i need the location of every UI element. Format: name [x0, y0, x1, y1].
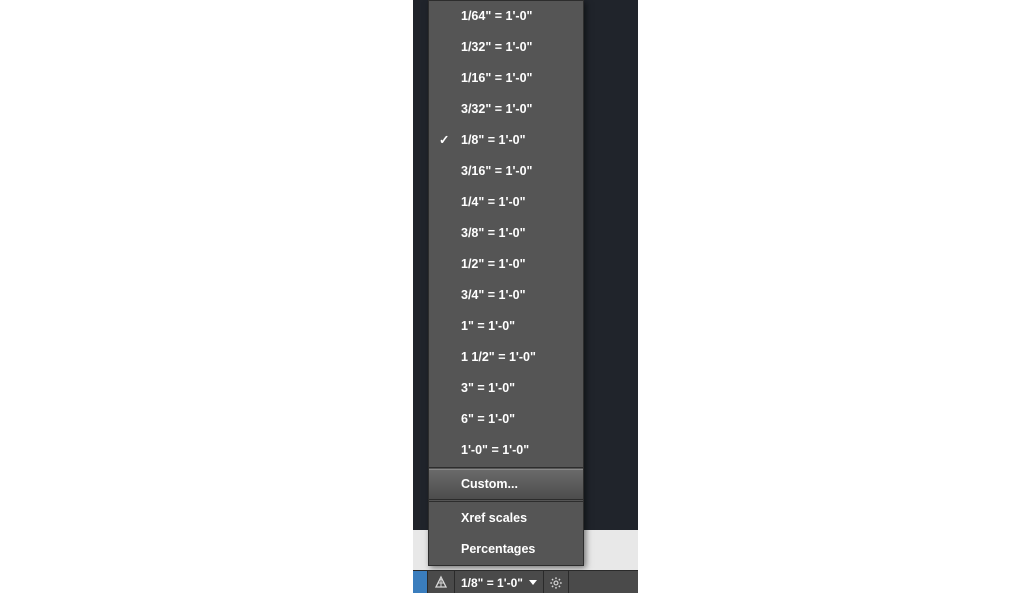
- scale-option-label: 1/2" = 1'-0": [461, 257, 526, 271]
- scale-option[interactable]: 1/32" = 1'-0": [429, 32, 583, 63]
- scale-option-label: 1/8" = 1'-0": [461, 133, 526, 147]
- annotation-scale-dropdown[interactable]: 1/8" = 1'-0": [455, 571, 544, 593]
- gear-icon: [549, 576, 563, 590]
- scale-option[interactable]: 1'-0" = 1'-0": [429, 435, 583, 466]
- annotation-scale-icon: [433, 575, 449, 591]
- scale-option[interactable]: 3/32" = 1'-0": [429, 94, 583, 125]
- current-scale-label: 1/8" = 1'-0": [461, 576, 523, 590]
- menu-separator: [429, 501, 583, 502]
- scale-option-label: 1/16" = 1'-0": [461, 71, 532, 85]
- scale-option-label: 1/4" = 1'-0": [461, 195, 526, 209]
- scale-xref-option[interactable]: Xref scales: [429, 503, 583, 534]
- scale-option[interactable]: 3" = 1'-0": [429, 373, 583, 404]
- scale-option-label: 6" = 1'-0": [461, 412, 515, 426]
- chevron-down-icon: [529, 580, 537, 585]
- scale-option[interactable]: 3/8" = 1'-0": [429, 218, 583, 249]
- scale-option-label: 1 1/2" = 1'-0": [461, 350, 536, 364]
- scale-option-label: 3" = 1'-0": [461, 381, 515, 395]
- scale-percentages-label: Percentages: [461, 542, 535, 556]
- annotation-scale-icon-button[interactable]: [428, 571, 455, 593]
- scale-option-label: 3/16" = 1'-0": [461, 164, 532, 178]
- scale-custom-label: Custom...: [461, 477, 518, 491]
- scale-option-label: 3/4" = 1'-0": [461, 288, 526, 302]
- scale-option-label: 3/32" = 1'-0": [461, 102, 532, 116]
- scale-option[interactable]: 1/2" = 1'-0": [429, 249, 583, 280]
- scale-custom-option[interactable]: Custom...: [429, 469, 583, 500]
- customization-button[interactable]: [544, 571, 569, 593]
- scale-option[interactable]: ✓ 1/8" = 1'-0": [429, 125, 583, 156]
- scale-option[interactable]: 1/4" = 1'-0": [429, 187, 583, 218]
- scale-option[interactable]: 1/16" = 1'-0": [429, 63, 583, 94]
- scale-option[interactable]: 6" = 1'-0": [429, 404, 583, 435]
- scale-option-label: 1'-0" = 1'-0": [461, 443, 529, 457]
- scale-xref-label: Xref scales: [461, 511, 527, 525]
- scale-option[interactable]: 1 1/2" = 1'-0": [429, 342, 583, 373]
- status-bar: 1/8" = 1'-0": [413, 570, 638, 593]
- scale-option[interactable]: 1" = 1'-0": [429, 311, 583, 342]
- scale-option-label: 1" = 1'-0": [461, 319, 515, 333]
- scale-option-label: 1/64" = 1'-0": [461, 9, 532, 23]
- scale-option-label: 3/8" = 1'-0": [461, 226, 526, 240]
- scale-option[interactable]: 1/64" = 1'-0": [429, 1, 583, 32]
- scale-option[interactable]: 3/4" = 1'-0": [429, 280, 583, 311]
- scale-option-label: 1/32" = 1'-0": [461, 40, 532, 54]
- check-icon: ✓: [439, 125, 449, 156]
- menu-separator: [429, 467, 583, 468]
- scale-percentages-option[interactable]: Percentages: [429, 534, 583, 565]
- annotation-scale-menu: 1/64" = 1'-0" 1/32" = 1'-0" 1/16" = 1'-0" 3…: [428, 0, 584, 566]
- scale-option[interactable]: 3/16" = 1'-0": [429, 156, 583, 187]
- status-workspace-chunk[interactable]: [413, 571, 428, 593]
